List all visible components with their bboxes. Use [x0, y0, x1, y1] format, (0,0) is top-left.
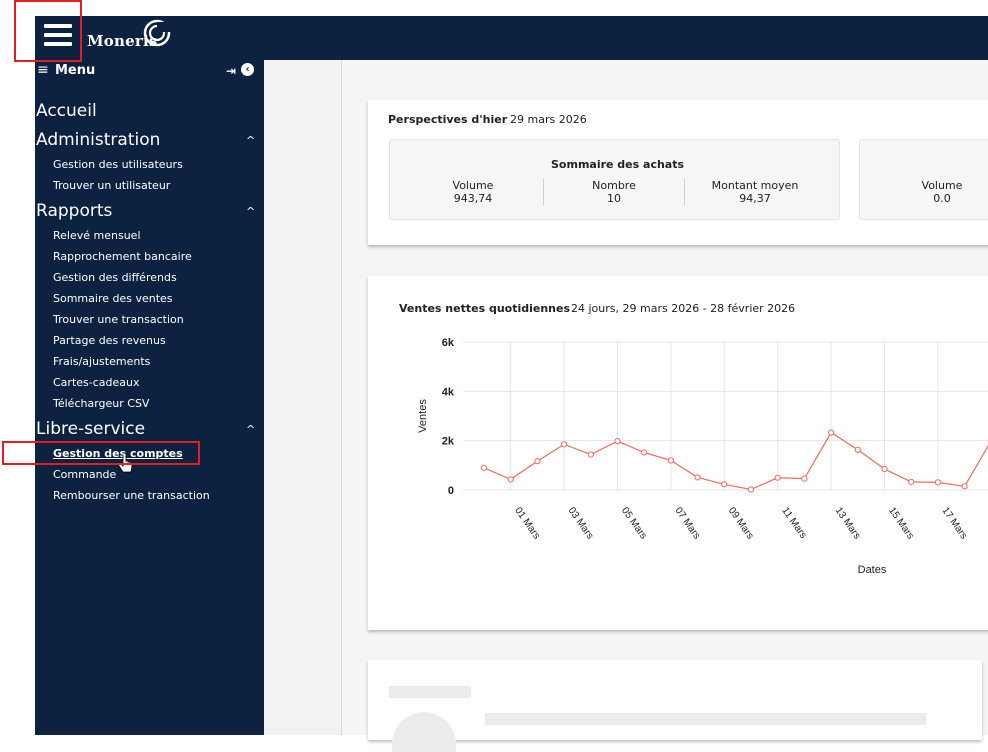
chevron-up-icon[interactable]: ^	[246, 134, 256, 147]
data-point	[561, 441, 568, 448]
hamburger-menu-icon[interactable]	[44, 22, 74, 48]
sidebar-item-gestion-differends[interactable]: Gestion des différends	[53, 271, 177, 284]
x-tick-label: 15 Mars	[886, 505, 916, 541]
perspectives-date: 29 mars 2026	[510, 113, 587, 126]
pin-icon[interactable]: ⇥	[226, 64, 237, 78]
top-navigation-bar	[35, 16, 988, 60]
second-summary-box	[859, 139, 988, 220]
x-tick-label: 09 Mars	[726, 505, 756, 541]
sidebar-item-cartes-cadeaux[interactable]: Cartes-cadeaux	[53, 376, 140, 389]
data-point	[667, 457, 674, 464]
menu-title: Menu	[55, 63, 96, 78]
x-tick-label: 17 Mars	[939, 505, 969, 541]
data-point	[881, 465, 888, 473]
sidebar-section-libre-service[interactable]: Libre-service	[36, 419, 146, 439]
sidebar-section-administration[interactable]: Administration	[36, 130, 161, 150]
data-point	[587, 451, 594, 458]
second-volume-value: 0.0	[933, 192, 951, 205]
sidebar-item-frais-ajustements[interactable]: Frais/ajustements	[53, 355, 151, 368]
data-point	[641, 449, 648, 456]
summary-montant-label: Montant moyen	[711, 179, 799, 192]
summary-nombre-value: 10	[607, 192, 621, 205]
x-tick-label: 01 Mars	[512, 505, 542, 541]
data-point	[934, 479, 942, 486]
sidebar-item-gestion-comptes[interactable]: Gestion des comptes	[53, 447, 183, 460]
data-point	[694, 474, 701, 481]
data-point	[774, 474, 781, 481]
sidebar-item-telechargeur-csv[interactable]: Téléchargeur CSV	[53, 397, 150, 410]
chevron-up-icon[interactable]: ^	[246, 423, 256, 436]
brand-name: Moneris	[87, 32, 158, 50]
sidebar-menu-header: ≡ Menu ⇥ ‹	[35, 60, 264, 83]
summary-montant-value: 94,37	[739, 192, 771, 205]
chart-title: Ventes nettes quotidiennes	[399, 302, 571, 315]
collapse-sidebar-icon[interactable]: ‹	[241, 63, 254, 76]
summary-title: Sommaire des achats	[551, 158, 685, 171]
summary-divider	[543, 179, 544, 205]
sidebar-item-rapprochement-bancaire[interactable]: Rapprochement bancaire	[53, 250, 192, 263]
moneris-logo-icon	[143, 19, 172, 47]
menu-lines-icon: ≡	[37, 62, 49, 78]
sidebar-item-trouver-utilisateur[interactable]: Trouver un utilisateur	[53, 179, 171, 192]
y-tick-label: 4k	[442, 386, 455, 398]
y-axis-label: Ventes	[417, 399, 429, 433]
data-point	[801, 475, 808, 482]
data-point	[908, 478, 915, 485]
skeleton-bar	[389, 686, 471, 698]
x-tick-label: 03 Mars	[566, 505, 596, 541]
summary-divider	[684, 179, 685, 205]
data-point	[534, 458, 541, 465]
data-point	[721, 481, 728, 488]
sidebar-item-commande[interactable]: Commande	[53, 468, 117, 481]
y-tick-label: 2k	[442, 436, 455, 448]
chart-subtitle: 24 jours, 29 mars 2026 - 28 février 2026	[571, 302, 796, 315]
sales-line	[483, 431, 988, 491]
loading-card	[368, 660, 982, 740]
chevron-up-icon[interactable]: ^	[246, 205, 256, 218]
sidebar-section-accueil[interactable]: Accueil	[36, 101, 97, 121]
summary-volume-label: Volume	[452, 179, 494, 192]
data-point	[854, 446, 861, 453]
summary-nombre-label: Nombre	[592, 179, 636, 192]
highlight-hamburger	[14, 0, 82, 62]
daily-sales-chart: 0 2k 4k 6k Ventes Dates 01 Mars 03 Mars 05 Mars 0…	[417, 337, 988, 576]
summary-volume-value: 943,74	[453, 192, 493, 205]
y-tick-label: 0	[448, 485, 454, 497]
data-point	[507, 476, 514, 483]
x-axis-label: Dates	[858, 564, 887, 576]
x-tick-label: 05 Mars	[619, 505, 649, 541]
x-tick-label: 11 Mars	[779, 505, 808, 540]
sidebar-item-sommaire-ventes[interactable]: Sommaire des ventes	[53, 292, 173, 305]
data-point	[480, 464, 488, 471]
y-tick-label: 6k	[442, 337, 455, 349]
skeleton-bar	[485, 713, 926, 725]
perspectives-title: Perspectives d'hier	[388, 113, 508, 126]
sidebar-item-gestion-utilisateurs[interactable]: Gestion des utilisateurs	[53, 158, 183, 171]
data-point	[747, 486, 755, 493]
sidebar-item-releve-mensuel[interactable]: Relevé mensuel	[53, 229, 141, 242]
x-tick-label: 07 Mars	[672, 505, 702, 541]
second-volume-label: Volume	[921, 179, 963, 192]
highlight-gestion-comptes	[2, 441, 200, 465]
data-point	[961, 483, 968, 490]
data-point	[614, 438, 621, 445]
sidebar-item-trouver-transaction[interactable]: Trouver une transaction	[53, 313, 184, 326]
sidebar-item-partage-revenus[interactable]: Partage des revenus	[53, 334, 166, 347]
data-point	[828, 429, 835, 436]
x-tick-label: 13 Mars	[833, 505, 863, 541]
purchase-summary-box	[389, 139, 840, 220]
sidebar-item-rembourser-transaction[interactable]: Rembourser une transaction	[53, 489, 210, 502]
sidebar-section-rapports[interactable]: Rapports	[36, 201, 113, 221]
sidebar	[35, 82, 264, 735]
